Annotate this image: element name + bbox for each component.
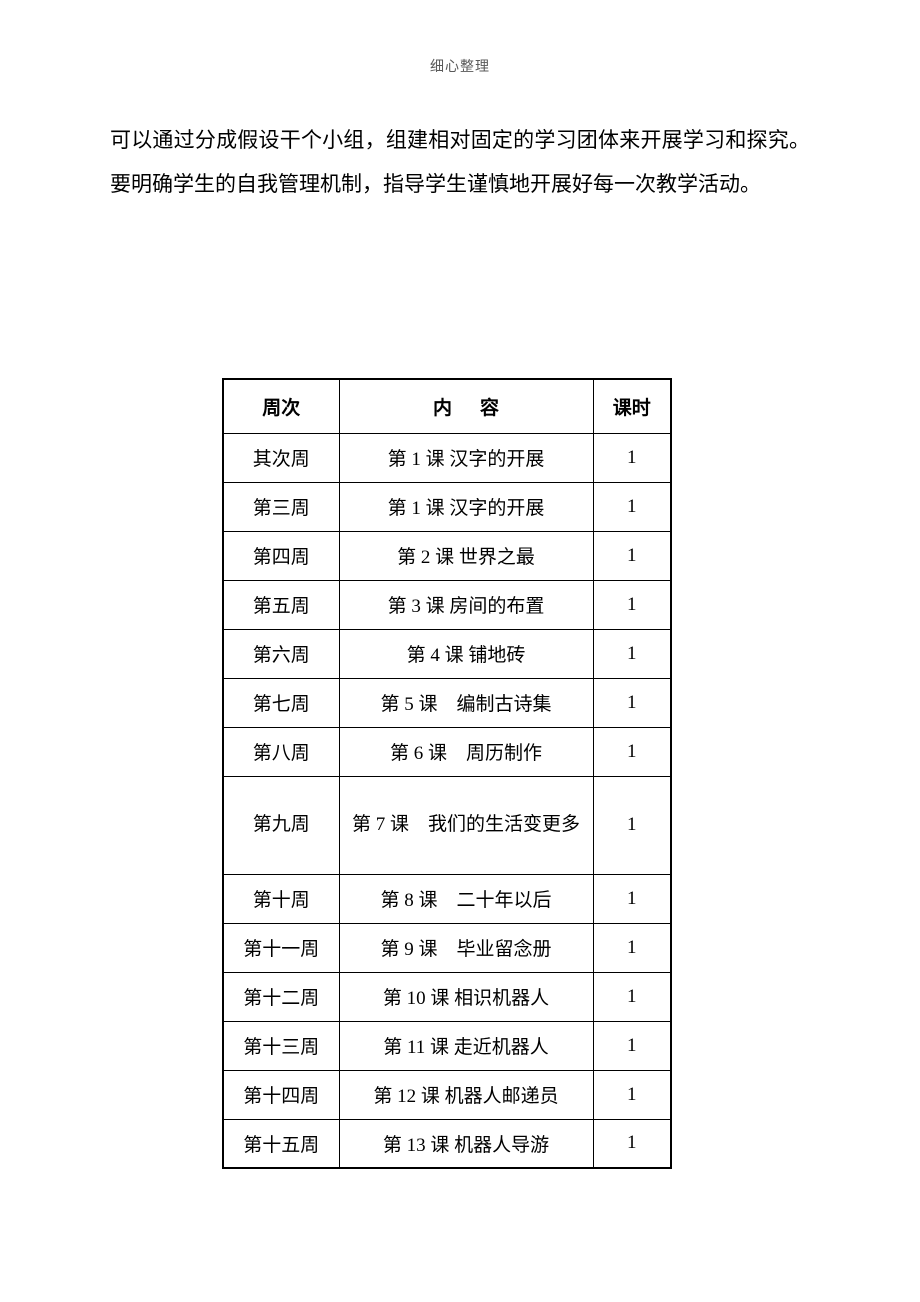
cell-hours: 1 bbox=[593, 972, 671, 1021]
cell-hours: 1 bbox=[593, 1119, 671, 1168]
cell-content: 第 3 课 房间的布置 bbox=[339, 580, 593, 629]
cell-week: 第七周 bbox=[223, 678, 339, 727]
cell-content: 第 5 课 编制古诗集 bbox=[339, 678, 593, 727]
table-row: 第十二周第 10 课 相识机器人1 bbox=[223, 972, 671, 1021]
cell-week: 第十三周 bbox=[223, 1021, 339, 1070]
cell-week: 第四周 bbox=[223, 531, 339, 580]
cell-content: 第 12 课 机器人邮递员 bbox=[339, 1070, 593, 1119]
cell-content: 第 10 课 相识机器人 bbox=[339, 972, 593, 1021]
table-row: 第十周第 8 课 二十年以后1 bbox=[223, 874, 671, 923]
table-row: 其次周第 1 课 汉字的开展1 bbox=[223, 433, 671, 482]
cell-hours: 1 bbox=[593, 629, 671, 678]
cell-hours: 1 bbox=[593, 776, 671, 874]
cell-week: 第九周 bbox=[223, 776, 339, 874]
table-row: 第七周第 5 课 编制古诗集1 bbox=[223, 678, 671, 727]
cell-content: 第 13 课 机器人导游 bbox=[339, 1119, 593, 1168]
cell-hours: 1 bbox=[593, 531, 671, 580]
cell-content: 第 4 课 铺地砖 bbox=[339, 629, 593, 678]
cell-hours: 1 bbox=[593, 433, 671, 482]
table-row: 第五周第 3 课 房间的布置1 bbox=[223, 580, 671, 629]
table-row: 第十五周第 13 课 机器人导游1 bbox=[223, 1119, 671, 1168]
col-header-content-char1: 内 bbox=[433, 398, 480, 419]
table-row: 第九周第 7 课 我们的生活变更多1 bbox=[223, 776, 671, 874]
cell-hours: 1 bbox=[593, 1070, 671, 1119]
cell-content: 第 9 课 毕业留念册 bbox=[339, 923, 593, 972]
cell-content: 第 8 课 二十年以后 bbox=[339, 874, 593, 923]
cell-content: 第 1 课 汉字的开展 bbox=[339, 433, 593, 482]
cell-week: 第十周 bbox=[223, 874, 339, 923]
schedule-table: 周次 内容 课时 其次周第 1 课 汉字的开展1第三周第 1 课 汉字的开展1第… bbox=[222, 378, 672, 1169]
col-header-week: 周次 bbox=[223, 379, 339, 433]
cell-week: 第八周 bbox=[223, 727, 339, 776]
cell-hours: 1 bbox=[593, 1021, 671, 1070]
table-header-row: 周次 内容 课时 bbox=[223, 379, 671, 433]
cell-hours: 1 bbox=[593, 923, 671, 972]
cell-week: 第五周 bbox=[223, 580, 339, 629]
cell-content: 第 6 课 周历制作 bbox=[339, 727, 593, 776]
table-row: 第十三周第 11 课 走近机器人1 bbox=[223, 1021, 671, 1070]
cell-content: 第 1 课 汉字的开展 bbox=[339, 482, 593, 531]
body-paragraph: 可以通过分成假设干个小组，组建相对固定的学习团体来开展学习和探究。要明确学生的自… bbox=[110, 118, 810, 206]
cell-week: 第十五周 bbox=[223, 1119, 339, 1168]
cell-hours: 1 bbox=[593, 482, 671, 531]
cell-hours: 1 bbox=[593, 727, 671, 776]
table-row: 第六周第 4 课 铺地砖1 bbox=[223, 629, 671, 678]
cell-content: 第 2 课 世界之最 bbox=[339, 531, 593, 580]
col-header-hours: 课时 bbox=[593, 379, 671, 433]
table-row: 第三周第 1 课 汉字的开展1 bbox=[223, 482, 671, 531]
table-row: 第十一周第 9 课 毕业留念册1 bbox=[223, 923, 671, 972]
table-body: 其次周第 1 课 汉字的开展1第三周第 1 课 汉字的开展1第四周第 2 课 世… bbox=[223, 433, 671, 1168]
col-header-content: 内容 bbox=[339, 379, 593, 433]
table-row: 第八周第 6 课 周历制作1 bbox=[223, 727, 671, 776]
cell-week: 第十一周 bbox=[223, 923, 339, 972]
cell-content: 第 7 课 我们的生活变更多 bbox=[339, 776, 593, 874]
table-row: 第四周第 2 课 世界之最1 bbox=[223, 531, 671, 580]
cell-week: 第三周 bbox=[223, 482, 339, 531]
cell-hours: 1 bbox=[593, 874, 671, 923]
col-header-content-char2: 容 bbox=[480, 398, 527, 419]
cell-week: 第十四周 bbox=[223, 1070, 339, 1119]
cell-week: 第六周 bbox=[223, 629, 339, 678]
cell-hours: 1 bbox=[593, 678, 671, 727]
cell-week: 第十二周 bbox=[223, 972, 339, 1021]
table-row: 第十四周第 12 课 机器人邮递员1 bbox=[223, 1070, 671, 1119]
cell-content: 第 11 课 走近机器人 bbox=[339, 1021, 593, 1070]
cell-week: 其次周 bbox=[223, 433, 339, 482]
page-header-text: 细心整理 bbox=[0, 56, 920, 76]
cell-hours: 1 bbox=[593, 580, 671, 629]
